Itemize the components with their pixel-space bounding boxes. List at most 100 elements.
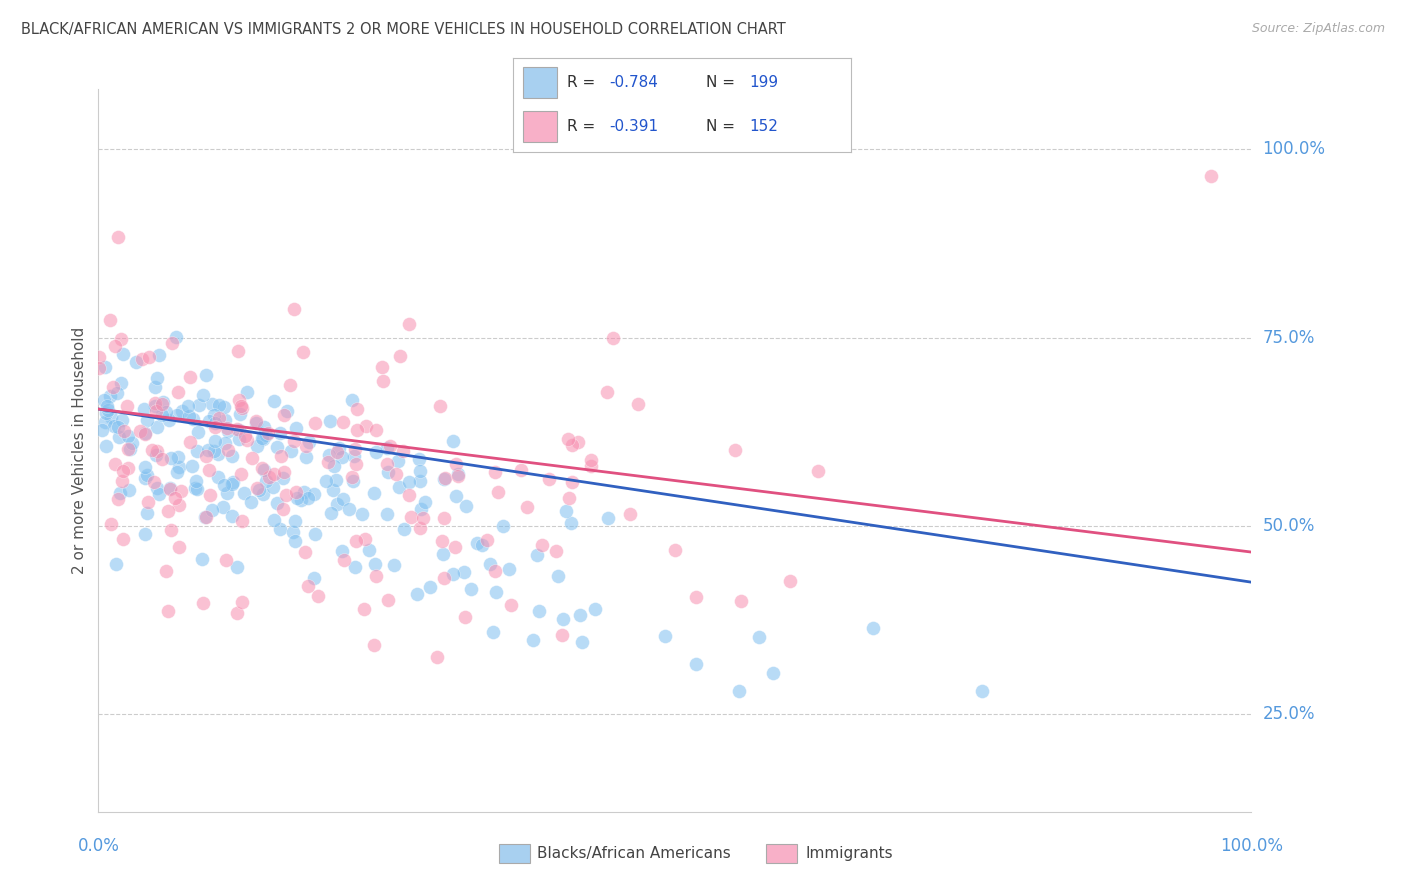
Point xyxy=(471,538,494,552)
Point xyxy=(406,587,429,601)
Point xyxy=(246,439,269,453)
Point xyxy=(236,384,259,399)
Point xyxy=(117,429,139,443)
Point xyxy=(197,442,219,457)
Point xyxy=(156,604,179,618)
Point xyxy=(432,534,454,549)
Point xyxy=(510,463,533,477)
Point xyxy=(100,517,122,532)
Point xyxy=(145,481,167,495)
Text: 100.0%: 100.0% xyxy=(1220,837,1282,855)
Point xyxy=(484,564,506,578)
Point xyxy=(447,467,470,481)
Point xyxy=(215,553,238,567)
Point xyxy=(302,571,325,585)
Point xyxy=(560,516,582,530)
Point xyxy=(250,430,273,444)
Point xyxy=(103,419,125,434)
Text: Blacks/African Americans: Blacks/African Americans xyxy=(537,847,731,861)
Point xyxy=(150,409,173,423)
Point xyxy=(198,414,221,428)
Point xyxy=(685,590,707,604)
Point xyxy=(382,558,405,572)
Point xyxy=(90,423,112,437)
Point xyxy=(252,487,274,501)
Point xyxy=(441,434,464,448)
Point xyxy=(724,442,747,457)
Point xyxy=(285,421,308,435)
Point xyxy=(96,399,118,413)
Point xyxy=(167,498,190,512)
Point xyxy=(285,491,308,505)
Point xyxy=(105,558,128,572)
Point xyxy=(297,579,319,593)
Point xyxy=(187,397,209,411)
Point xyxy=(413,495,436,509)
Point xyxy=(254,475,277,489)
Point xyxy=(167,540,190,554)
Point xyxy=(392,522,415,536)
Point xyxy=(411,501,433,516)
Point xyxy=(228,423,250,437)
Point xyxy=(762,666,785,681)
Point xyxy=(271,471,294,485)
Point xyxy=(240,450,263,465)
Point xyxy=(221,477,243,491)
Point xyxy=(163,491,186,506)
Point xyxy=(118,483,141,498)
Point xyxy=(254,428,277,442)
Point xyxy=(186,444,208,458)
Text: N =: N = xyxy=(706,75,740,90)
Point xyxy=(433,571,456,585)
Point xyxy=(262,480,284,494)
Point xyxy=(231,514,253,528)
Point xyxy=(187,425,209,440)
Point xyxy=(198,488,221,502)
Point xyxy=(134,425,156,440)
Point xyxy=(138,351,160,365)
Point xyxy=(569,608,592,623)
Point xyxy=(97,403,120,417)
Point xyxy=(263,394,285,409)
Point xyxy=(148,348,170,362)
Point xyxy=(202,444,225,458)
Point xyxy=(465,535,488,549)
Point xyxy=(748,630,770,644)
Point xyxy=(446,490,468,504)
Point xyxy=(269,522,291,536)
Point xyxy=(283,301,305,316)
Point xyxy=(408,451,430,466)
Point xyxy=(553,612,575,626)
FancyBboxPatch shape xyxy=(523,112,557,142)
Text: 0.0%: 0.0% xyxy=(77,837,120,855)
Point xyxy=(315,474,337,488)
Point xyxy=(596,510,619,524)
Point xyxy=(426,649,449,664)
Point xyxy=(201,397,224,411)
Point xyxy=(291,345,314,359)
Point xyxy=(807,464,830,478)
Point xyxy=(107,420,129,434)
Point xyxy=(325,473,347,487)
Text: R =: R = xyxy=(567,75,600,90)
Point xyxy=(270,449,292,463)
Point xyxy=(366,423,388,437)
Point xyxy=(557,432,579,446)
Point xyxy=(131,351,153,366)
Point xyxy=(141,442,163,457)
Text: R =: R = xyxy=(567,120,600,135)
Point xyxy=(100,409,122,424)
Point xyxy=(558,491,581,505)
Point xyxy=(229,399,252,413)
Point xyxy=(343,442,366,457)
Point xyxy=(94,406,117,420)
Point xyxy=(322,483,344,498)
Point xyxy=(145,448,167,462)
Point xyxy=(194,449,217,463)
Text: 100.0%: 100.0% xyxy=(1263,140,1326,159)
Point xyxy=(136,413,159,427)
Point xyxy=(179,434,201,449)
Point xyxy=(283,524,305,539)
Point xyxy=(596,384,619,399)
Point xyxy=(194,509,217,524)
